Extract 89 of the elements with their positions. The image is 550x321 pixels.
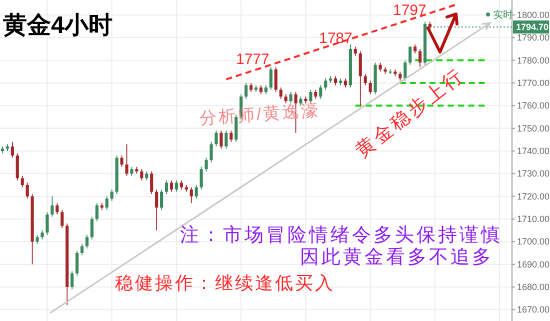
- y-tick-label: 1740.00: [517, 146, 550, 156]
- candlestick: [170, 180, 174, 192]
- y-tick-label: 1750.00: [517, 123, 550, 134]
- annotation: 1777: [236, 51, 270, 68]
- y-tick-label: 1690.00: [517, 259, 550, 270]
- candlestick: [224, 130, 228, 150]
- candlestick: [264, 84, 268, 95]
- candlestick: [194, 184, 198, 200]
- candlestick: [155, 189, 158, 231]
- y-tick-label: 1730.00: [517, 168, 550, 179]
- annotation: 1787: [319, 30, 352, 47]
- candlestick: [404, 60, 407, 82]
- candlestick: [289, 92, 292, 104]
- y-tick-label: 1770.00: [517, 78, 550, 88]
- candlestick: [354, 46, 357, 56]
- ref-line-label: 1794.70: [516, 22, 549, 32]
- candlestick: [70, 270, 74, 290]
- annotation: 1797: [393, 2, 426, 19]
- candlestick: [214, 130, 218, 147]
- candlestick: [269, 66, 272, 90]
- annotation: 注：市场冒险情绪令多头保持谨慎: [180, 224, 502, 246]
- y-tick-label: 1790.00: [517, 32, 550, 43]
- candlestick: [414, 44, 417, 54]
- candlestick: [80, 243, 84, 256]
- annotation: 分析师/黄逸濠: [198, 100, 321, 128]
- candlestick: [324, 78, 328, 90]
- annotation: 稳健操作：继续逢低买入: [115, 273, 335, 293]
- candlestick: [210, 141, 213, 163]
- y-tick-label: 1710.00: [517, 214, 550, 224]
- candlestick: [105, 196, 108, 210]
- candlestick: [344, 78, 348, 88]
- candlestick: [10, 141, 14, 158]
- candlestick: [200, 166, 203, 190]
- candlestick: [50, 196, 54, 218]
- candlestick: [398, 71, 402, 82]
- candlestick: [274, 66, 278, 92]
- candlestick: [244, 82, 248, 100]
- candlestick: [418, 48, 422, 68]
- annotation: 黄金稳步上行: [352, 64, 470, 162]
- candlestick: [90, 216, 94, 240]
- candlestick: [164, 180, 168, 194]
- candlestick: [314, 89, 318, 100]
- candlestick: [364, 73, 367, 86]
- candlestick: [309, 89, 312, 104]
- candlestick: [40, 230, 44, 240]
- annotation: 实时: [493, 9, 513, 21]
- candlestick: [145, 170, 148, 181]
- candlestick: [16, 152, 19, 181]
- candlestick: [358, 50, 362, 106]
- candlestick: [279, 87, 282, 100]
- candlestick: [95, 202, 98, 222]
- candlestick: [120, 155, 124, 168]
- candlestick: [319, 84, 322, 100]
- candlestick: [110, 189, 114, 202]
- y-tick-label: 1800.00: [517, 10, 550, 20]
- y-tick-label: 1780.00: [517, 55, 550, 66]
- candlestick: [130, 166, 134, 176]
- candlestick: [368, 80, 372, 95]
- candlestick: [160, 189, 164, 210]
- candlestick: [20, 175, 24, 188]
- candlestick: [230, 130, 233, 142]
- candlestick: [408, 46, 412, 66]
- candlestick: [56, 202, 59, 215]
- candlestick: [334, 76, 338, 86]
- y-tick-label: 1700.00: [517, 236, 550, 247]
- candlestick: [220, 130, 223, 150]
- candlestick: [76, 250, 79, 276]
- annotation: 因此黄金看多不追多: [300, 247, 494, 268]
- candlestick: [150, 170, 154, 194]
- y-tick-label: 1680.00: [517, 282, 550, 292]
- candlestick: [140, 168, 144, 181]
- candlestick: [259, 84, 263, 95]
- y-tick-label: 1670.00: [517, 304, 550, 315]
- candlestick: [174, 180, 178, 192]
- y-tick-label: 1760.00: [517, 100, 550, 111]
- candlestick: [36, 234, 39, 244]
- y-tick-label: 1720.00: [517, 191, 550, 202]
- candlestick: [378, 62, 382, 72]
- candlestick: [26, 182, 29, 200]
- candlestick: [204, 157, 208, 172]
- candlestick: [284, 94, 288, 104]
- candlestick: [60, 209, 64, 229]
- candlestick: [249, 82, 253, 92]
- candlestick: [190, 186, 193, 204]
- candlestick: [125, 144, 128, 176]
- text: 黄金4小时: [2, 12, 112, 39]
- candlestick: [46, 212, 49, 236]
- candlestick: [180, 180, 183, 190]
- candlestick: [85, 234, 89, 249]
